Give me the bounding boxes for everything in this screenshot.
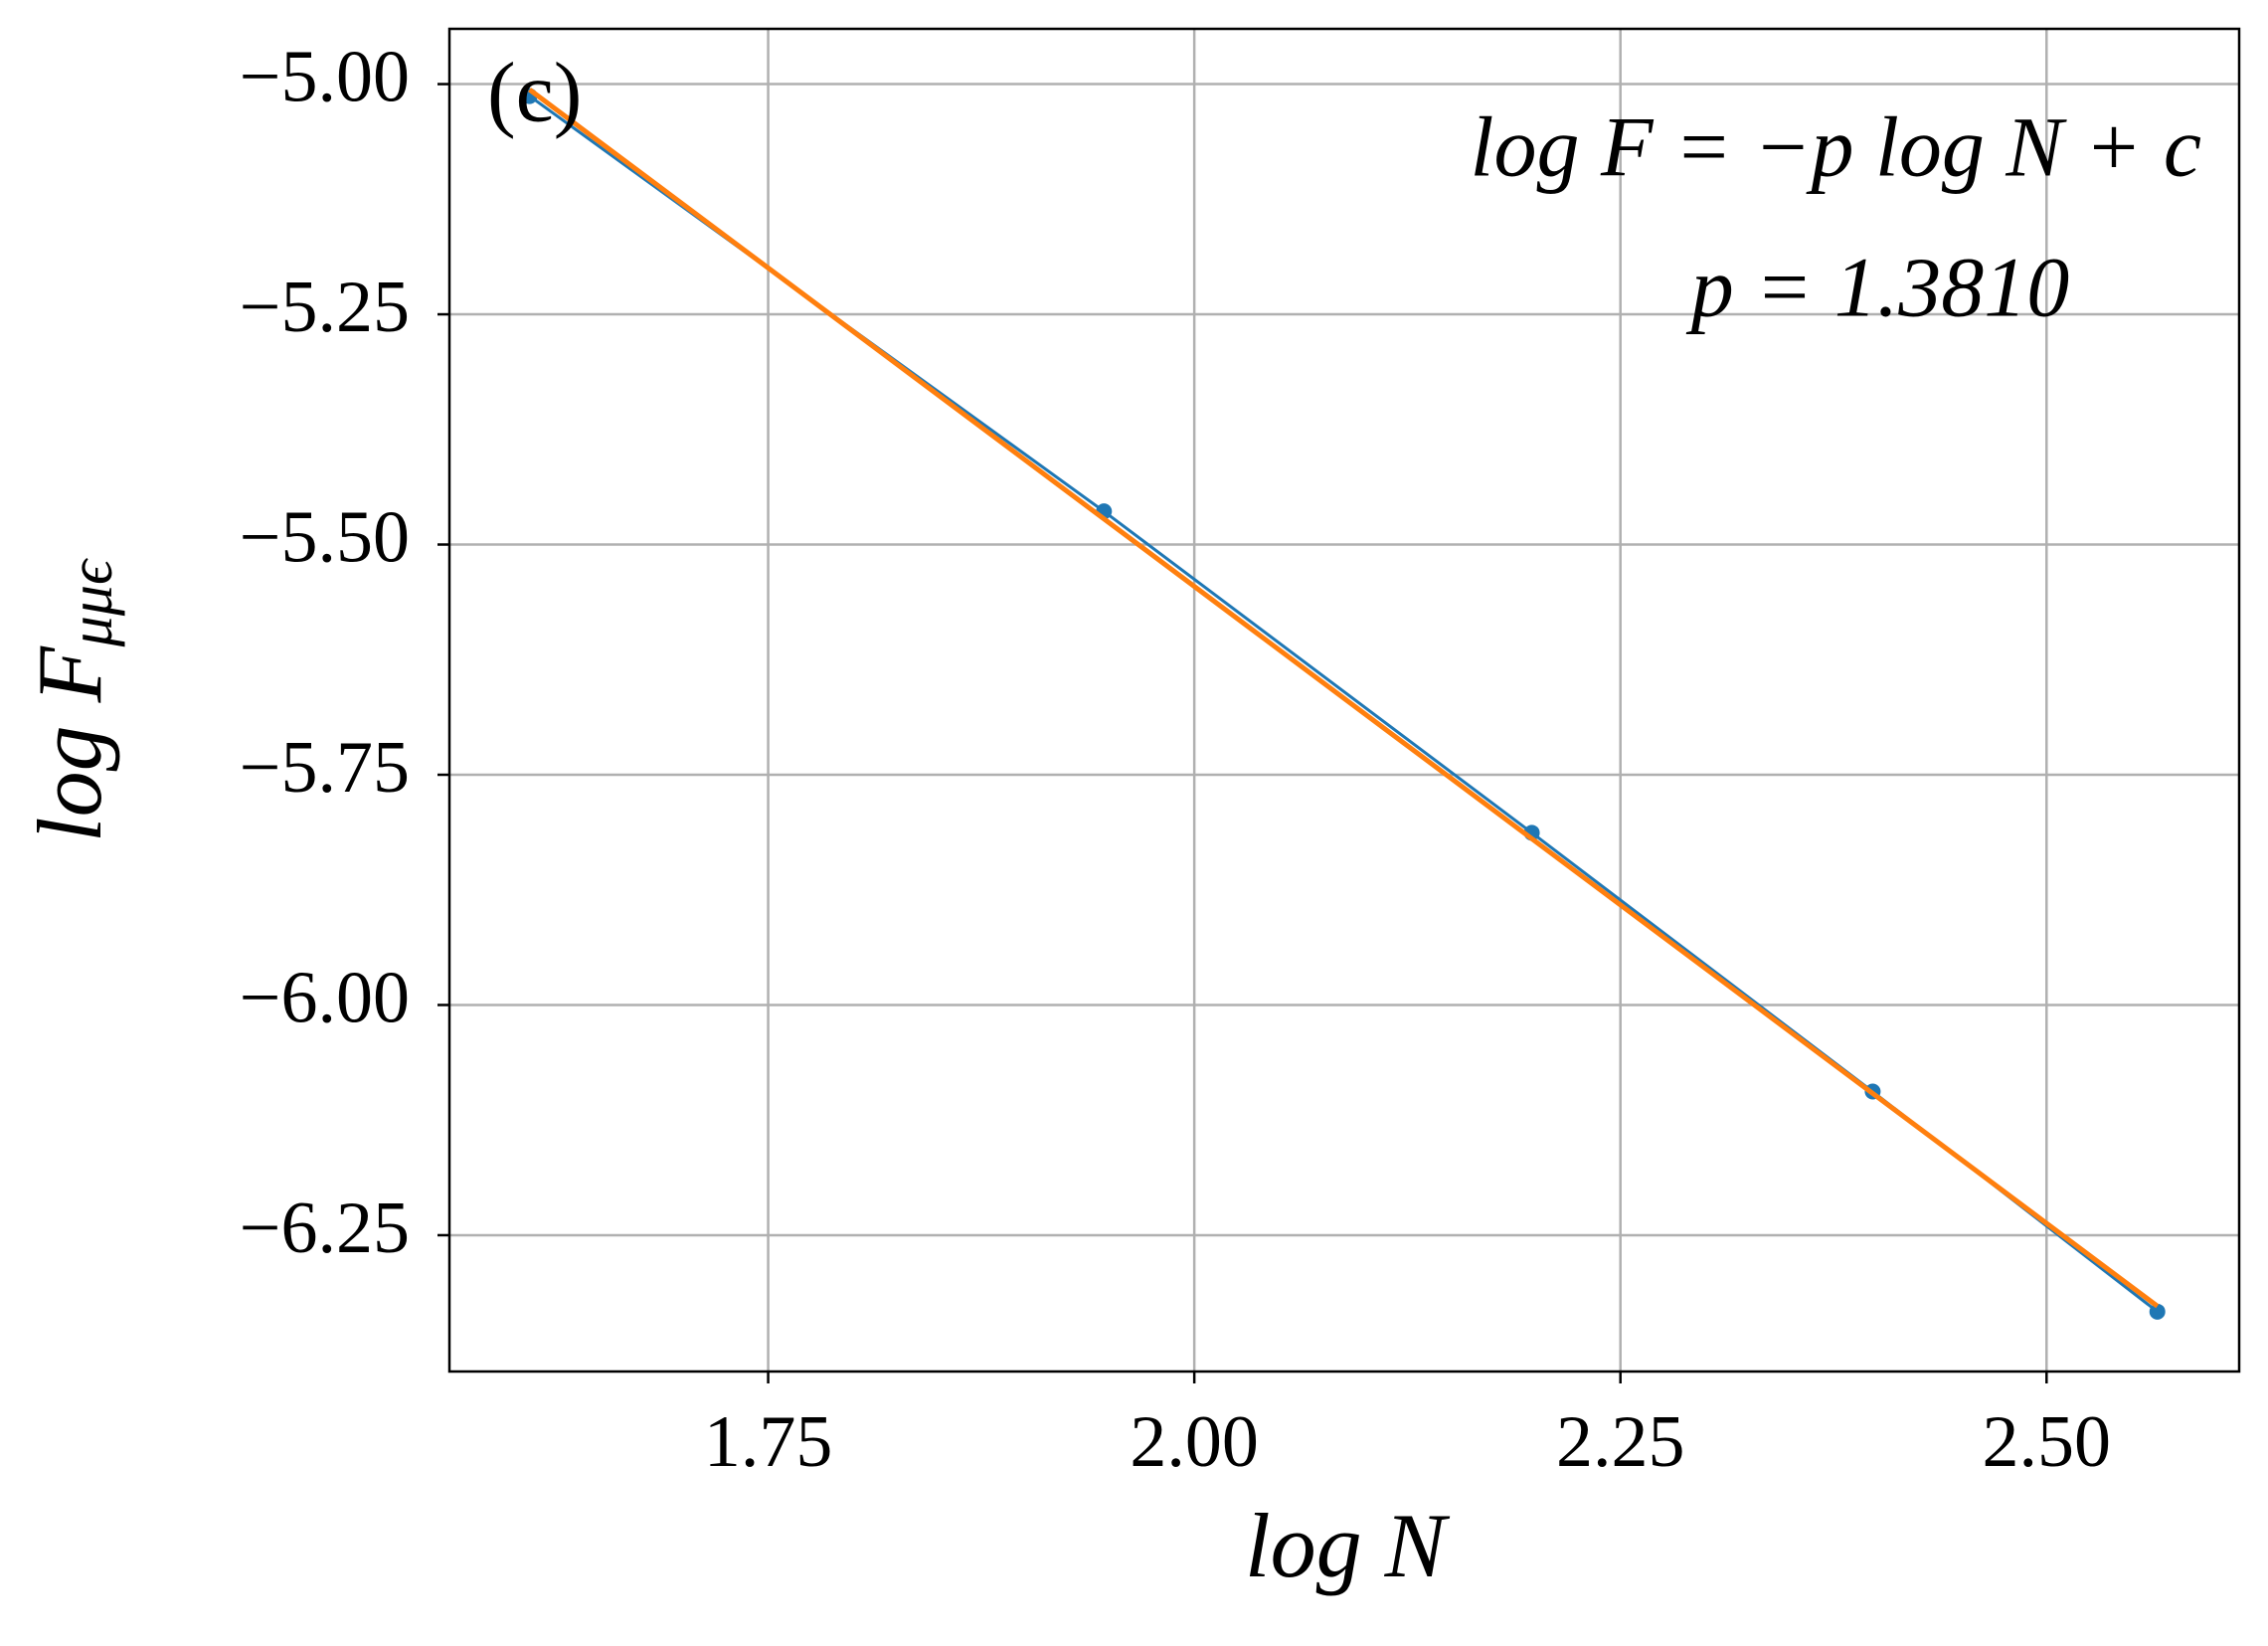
y-label-main: log F xyxy=(19,645,120,842)
x-tick-label: 2.00 xyxy=(1130,1401,1259,1483)
panel-label: (c) xyxy=(487,45,582,140)
y-label-sub: μμϵ xyxy=(58,558,125,647)
series-line xyxy=(528,88,2160,1309)
plot-area xyxy=(521,88,2166,1320)
y-tick-label: −5.25 xyxy=(240,267,410,348)
y-tick-label: −6.25 xyxy=(240,1188,410,1269)
y-tick-label: −5.50 xyxy=(240,497,410,579)
x-tick-label: 2.25 xyxy=(1556,1401,1685,1483)
axes-frame xyxy=(447,27,2241,1373)
y-tick-label: −6.00 xyxy=(240,957,410,1038)
y-tick-label: −5.75 xyxy=(240,727,410,809)
y-tick-label: −5.00 xyxy=(240,37,410,118)
x-tick-label: 1.75 xyxy=(704,1401,833,1483)
equation: log F = −p log N + c xyxy=(1471,99,2201,195)
x-tick-label: 2.50 xyxy=(1983,1401,2112,1483)
x-axis-label: log N xyxy=(1245,1495,1451,1596)
data-point xyxy=(2149,1303,2166,1320)
grid xyxy=(449,29,2239,1372)
fit-parameter: p = 1.3810 xyxy=(1685,240,2070,335)
y-axis-label: log Fμμϵ xyxy=(19,558,125,842)
